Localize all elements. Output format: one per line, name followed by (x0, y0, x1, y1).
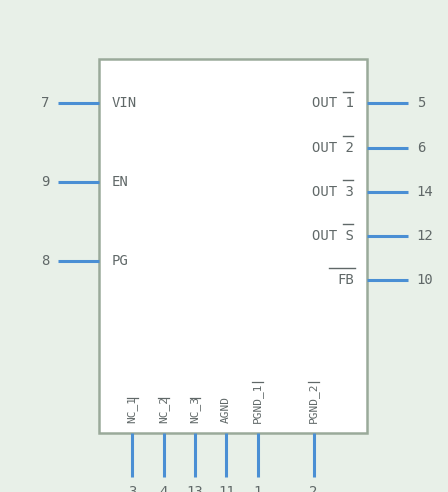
Text: AGND: AGND (221, 396, 231, 423)
Text: PGND_2: PGND_2 (308, 383, 319, 423)
Text: 9: 9 (41, 175, 49, 189)
Text: 1: 1 (254, 485, 262, 492)
Text: 4: 4 (159, 485, 168, 492)
Bar (99, 59, 367, 433)
Text: NC_1: NC_1 (127, 396, 138, 423)
Text: OUT 2: OUT 2 (312, 141, 354, 154)
Text: EN: EN (112, 175, 129, 189)
Text: OUT 1: OUT 1 (312, 96, 354, 110)
Text: 13: 13 (186, 485, 203, 492)
Text: 2: 2 (310, 485, 318, 492)
Text: 3: 3 (128, 485, 136, 492)
Text: 5: 5 (417, 96, 425, 110)
Text: 6: 6 (417, 141, 425, 154)
Text: PG: PG (112, 254, 129, 268)
Text: 8: 8 (41, 254, 49, 268)
Text: FB: FB (337, 274, 354, 287)
Text: NC_3: NC_3 (190, 396, 200, 423)
Text: OUT 3: OUT 3 (312, 185, 354, 199)
Text: 7: 7 (41, 96, 49, 110)
Text: 14: 14 (417, 185, 433, 199)
Text: 12: 12 (417, 229, 433, 243)
Text: OUT S: OUT S (312, 229, 354, 243)
Text: 10: 10 (417, 274, 433, 287)
Text: NC_2: NC_2 (158, 396, 169, 423)
Text: 11: 11 (218, 485, 235, 492)
Text: VIN: VIN (112, 96, 137, 110)
Text: PGND_1: PGND_1 (252, 383, 263, 423)
